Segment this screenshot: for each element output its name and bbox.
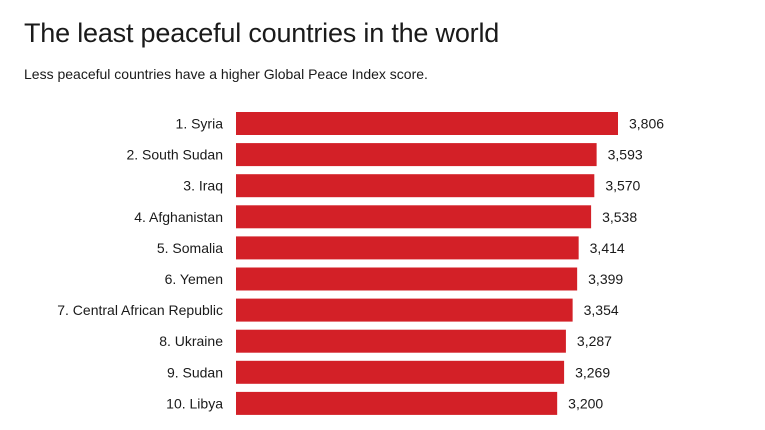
value-label: 3,538: [602, 209, 637, 225]
value-label: 3,593: [608, 147, 643, 163]
bar-row: 1. Syria 3,806: [176, 112, 664, 135]
value-label: 3,399: [588, 271, 623, 287]
category-label: 4. Afghanistan: [134, 209, 223, 225]
bar: [236, 360, 565, 384]
category-label: 7. Central African Republic: [57, 302, 223, 318]
bar: [236, 267, 578, 291]
chart-subtitle: Less peaceful countries have a higher Gl…: [24, 66, 428, 82]
bar-row: 4. Afghanistan 3,538: [134, 205, 637, 229]
bar: [236, 205, 592, 229]
bar-row: 5. Somalia 3,414: [157, 236, 625, 260]
category-label: 8. Ukraine: [159, 333, 223, 349]
bar: [236, 391, 558, 415]
value-label: 3,806: [629, 116, 664, 132]
value-label: 3,414: [590, 240, 625, 256]
category-label: 9. Sudan: [167, 364, 223, 380]
bar-row: 2. South Sudan 3,593: [126, 143, 643, 167]
bar-row: 6. Yemen 3,399: [165, 267, 623, 291]
bar-row: 10. Libya 3,200: [166, 391, 603, 415]
value-label: 3,200: [568, 395, 603, 411]
category-label: 10. Libya: [166, 395, 223, 411]
value-label: 3,287: [577, 333, 612, 349]
category-label: 1. Syria: [176, 116, 224, 132]
chart-title: The least peaceful countries in the worl…: [24, 18, 500, 48]
value-label: 3,269: [575, 364, 610, 380]
category-label: 5. Somalia: [157, 240, 223, 256]
value-label: 3,570: [605, 178, 640, 194]
bar: [236, 112, 618, 135]
bar: [236, 236, 579, 260]
bar: [236, 298, 573, 322]
category-label: 2. South Sudan: [126, 147, 223, 163]
category-label: 3. Iraq: [183, 178, 223, 194]
bar: [236, 143, 597, 167]
bar-row: 8. Ukraine 3,287: [159, 329, 612, 353]
bar: [236, 174, 595, 198]
category-label: 6. Yemen: [165, 271, 223, 287]
bar-row: 3. Iraq 3,570: [183, 174, 641, 198]
bar-row: 9. Sudan 3,269: [167, 360, 610, 384]
bar: [236, 329, 566, 353]
bar-row: 7. Central African Republic 3,354: [57, 298, 619, 322]
value-label: 3,354: [584, 302, 619, 318]
